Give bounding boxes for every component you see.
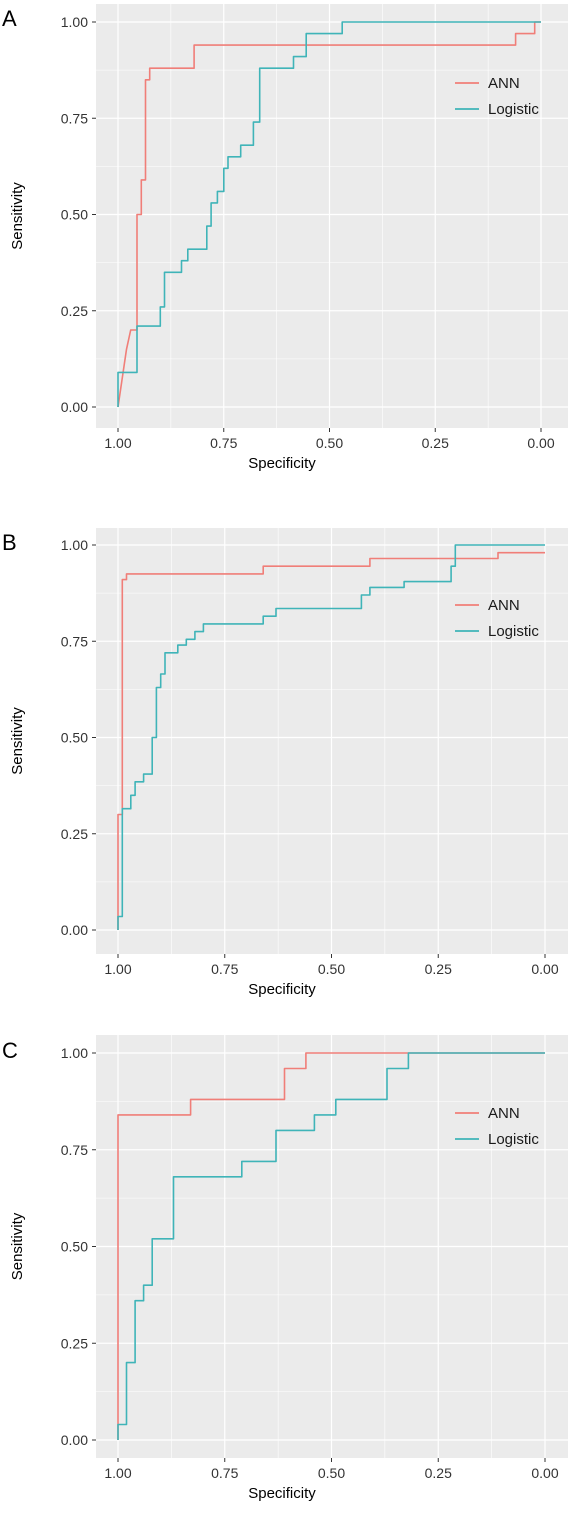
x-tick-label: 0.75	[211, 961, 238, 977]
chart-panel-c: C 0.00 0.25 0.50 0.75 1.00 1.00 0.75 0.50 0.25 0.0…	[2, 1035, 568, 1502]
y-tick-label: 0.75	[61, 110, 88, 126]
y-axis-title: Sensitivity	[9, 182, 26, 250]
y-tick-label: 0.50	[61, 207, 88, 223]
y-tick-label: 0.75	[61, 1142, 88, 1158]
y-tick-label: 0.00	[61, 922, 88, 938]
x-axis-title: Specificity	[248, 1485, 316, 1502]
y-tick-label: 0.75	[61, 633, 88, 649]
y-tick-label: 0.50	[61, 730, 88, 746]
x-tick-label: 0.50	[318, 961, 345, 977]
roc-line-logistic	[117, 544, 545, 930]
panel-letter: A	[2, 6, 17, 31]
x-tick-label: 0.25	[425, 961, 452, 977]
y-tick-label: 0.25	[61, 303, 88, 319]
x-tick-label: 0.25	[425, 1465, 452, 1481]
legend-label-logistic: Logistic	[488, 623, 539, 640]
y-tick-label: 0.00	[61, 399, 88, 415]
chart-panel-b: B 0.00 0.25 0.50 0.75 1.00 1.00 0.75 0.50 0.25 0.0…	[2, 528, 568, 998]
roc-line-ann	[117, 1052, 545, 1440]
x-tick-label: 1.00	[104, 1465, 131, 1481]
legend-label-logistic: Logistic	[488, 1131, 539, 1148]
legend-label-ann: ANN	[488, 597, 520, 614]
y-tick-label: 0.25	[61, 1335, 88, 1351]
y-tick-label: 1.00	[61, 14, 88, 30]
y-tick-label: 0.50	[61, 1239, 88, 1255]
chart-panel-a: A 0.00 0.25 0.50 0.75 1.00 1.00 0.75 0.50 0.25 0.0…	[2, 4, 568, 472]
x-tick-label: 0.00	[527, 435, 554, 451]
y-axis-title: Sensitivity	[9, 707, 26, 775]
panel-letter: B	[2, 530, 17, 555]
y-tick-label: 1.00	[61, 537, 88, 553]
legend-label-logistic: Logistic	[488, 101, 539, 118]
plot-background	[96, 4, 568, 428]
x-tick-label: 1.00	[104, 961, 131, 977]
x-axis-title: Specificity	[248, 455, 316, 472]
x-tick-label: 0.75	[210, 435, 237, 451]
roc-line-ann	[117, 21, 541, 408]
x-tick-label: 0.75	[211, 1465, 238, 1481]
legend-label-ann: ANN	[488, 75, 520, 92]
x-axis-title: Specificity	[248, 981, 316, 998]
x-tick-label: 0.25	[422, 435, 449, 451]
y-tick-label: 1.00	[61, 1045, 88, 1061]
y-axis-title: Sensitivity	[9, 1212, 26, 1280]
x-tick-label: 0.00	[531, 961, 558, 977]
x-tick-label: 0.00	[531, 1465, 558, 1481]
roc-line-logistic	[117, 21, 541, 407]
x-tick-label: 1.00	[104, 435, 131, 451]
x-tick-label: 0.50	[318, 1465, 345, 1481]
y-tick-label: 0.00	[61, 1432, 88, 1448]
legend-label-ann: ANN	[488, 1105, 520, 1122]
y-tick-label: 0.25	[61, 826, 88, 842]
panel-letter: C	[2, 1038, 18, 1063]
x-tick-label: 0.50	[316, 435, 343, 451]
roc-line-logistic	[117, 1052, 545, 1440]
